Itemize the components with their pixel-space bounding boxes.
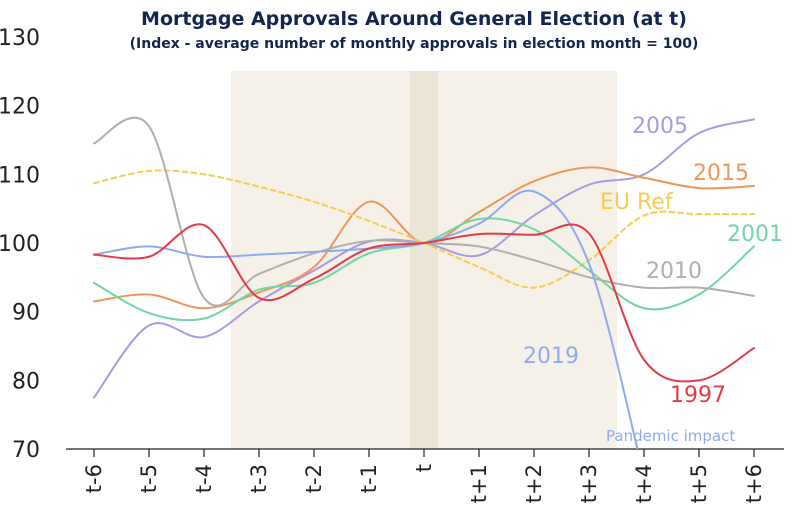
y-tick-label: 110 bbox=[0, 163, 40, 188]
series-line-2010 bbox=[93, 116, 755, 307]
series-label-2015: 2015 bbox=[693, 161, 749, 186]
x-tick-label: t+2 bbox=[522, 464, 546, 503]
x-tick-label: t+6 bbox=[742, 464, 766, 503]
series-label-2019: 2019 bbox=[523, 344, 579, 369]
series-lines bbox=[93, 116, 755, 449]
y-tick-label: 70 bbox=[12, 438, 40, 463]
y-axis: 70 80 90 100 110 120 130 bbox=[0, 26, 40, 463]
x-tick-label: t-2 bbox=[302, 464, 326, 493]
x-tick-label: t-6 bbox=[82, 464, 106, 493]
y-tick-label: 80 bbox=[12, 369, 40, 394]
x-tick-label: t bbox=[412, 464, 436, 472]
x-tick-label: t+4 bbox=[632, 464, 656, 503]
y-tick-label: 120 bbox=[0, 95, 40, 120]
x-tick-label: t-1 bbox=[357, 464, 381, 493]
series-label-eu-ref: EU Ref bbox=[600, 190, 674, 215]
x-axis: t-6 t-5 t-4 t-3 t-2 t-1 t t+1 t+2 t+3 t+4 t+5 t+6 bbox=[66, 448, 784, 503]
pandemic-impact-annotation: Pandemic impact bbox=[606, 427, 735, 445]
series-label-1997: 1997 bbox=[670, 383, 726, 408]
chart-title: Mortgage Approvals Around General Electi… bbox=[141, 8, 687, 30]
x-tick-label: t-5 bbox=[137, 464, 161, 493]
x-tick-label: t-3 bbox=[247, 464, 271, 493]
chart-subtitle: (Index - average number of monthly appro… bbox=[130, 36, 699, 52]
x-tick-label: t+3 bbox=[577, 464, 601, 503]
x-tick-label: t-4 bbox=[192, 464, 216, 493]
series-label-2010: 2010 bbox=[646, 259, 702, 284]
x-tick-label: t+5 bbox=[687, 464, 711, 503]
y-tick-label: 130 bbox=[0, 26, 40, 51]
shaded-election-period bbox=[231, 71, 617, 449]
series-line-1997 bbox=[93, 223, 755, 383]
y-tick-label: 90 bbox=[12, 301, 40, 326]
series-label-2005: 2005 bbox=[632, 114, 688, 139]
election-month-band bbox=[410, 71, 438, 449]
y-tick-label: 100 bbox=[0, 232, 40, 257]
series-line-2019 bbox=[93, 189, 639, 449]
series-label-2001: 2001 bbox=[727, 222, 783, 247]
x-tick-label: t+1 bbox=[467, 464, 491, 503]
